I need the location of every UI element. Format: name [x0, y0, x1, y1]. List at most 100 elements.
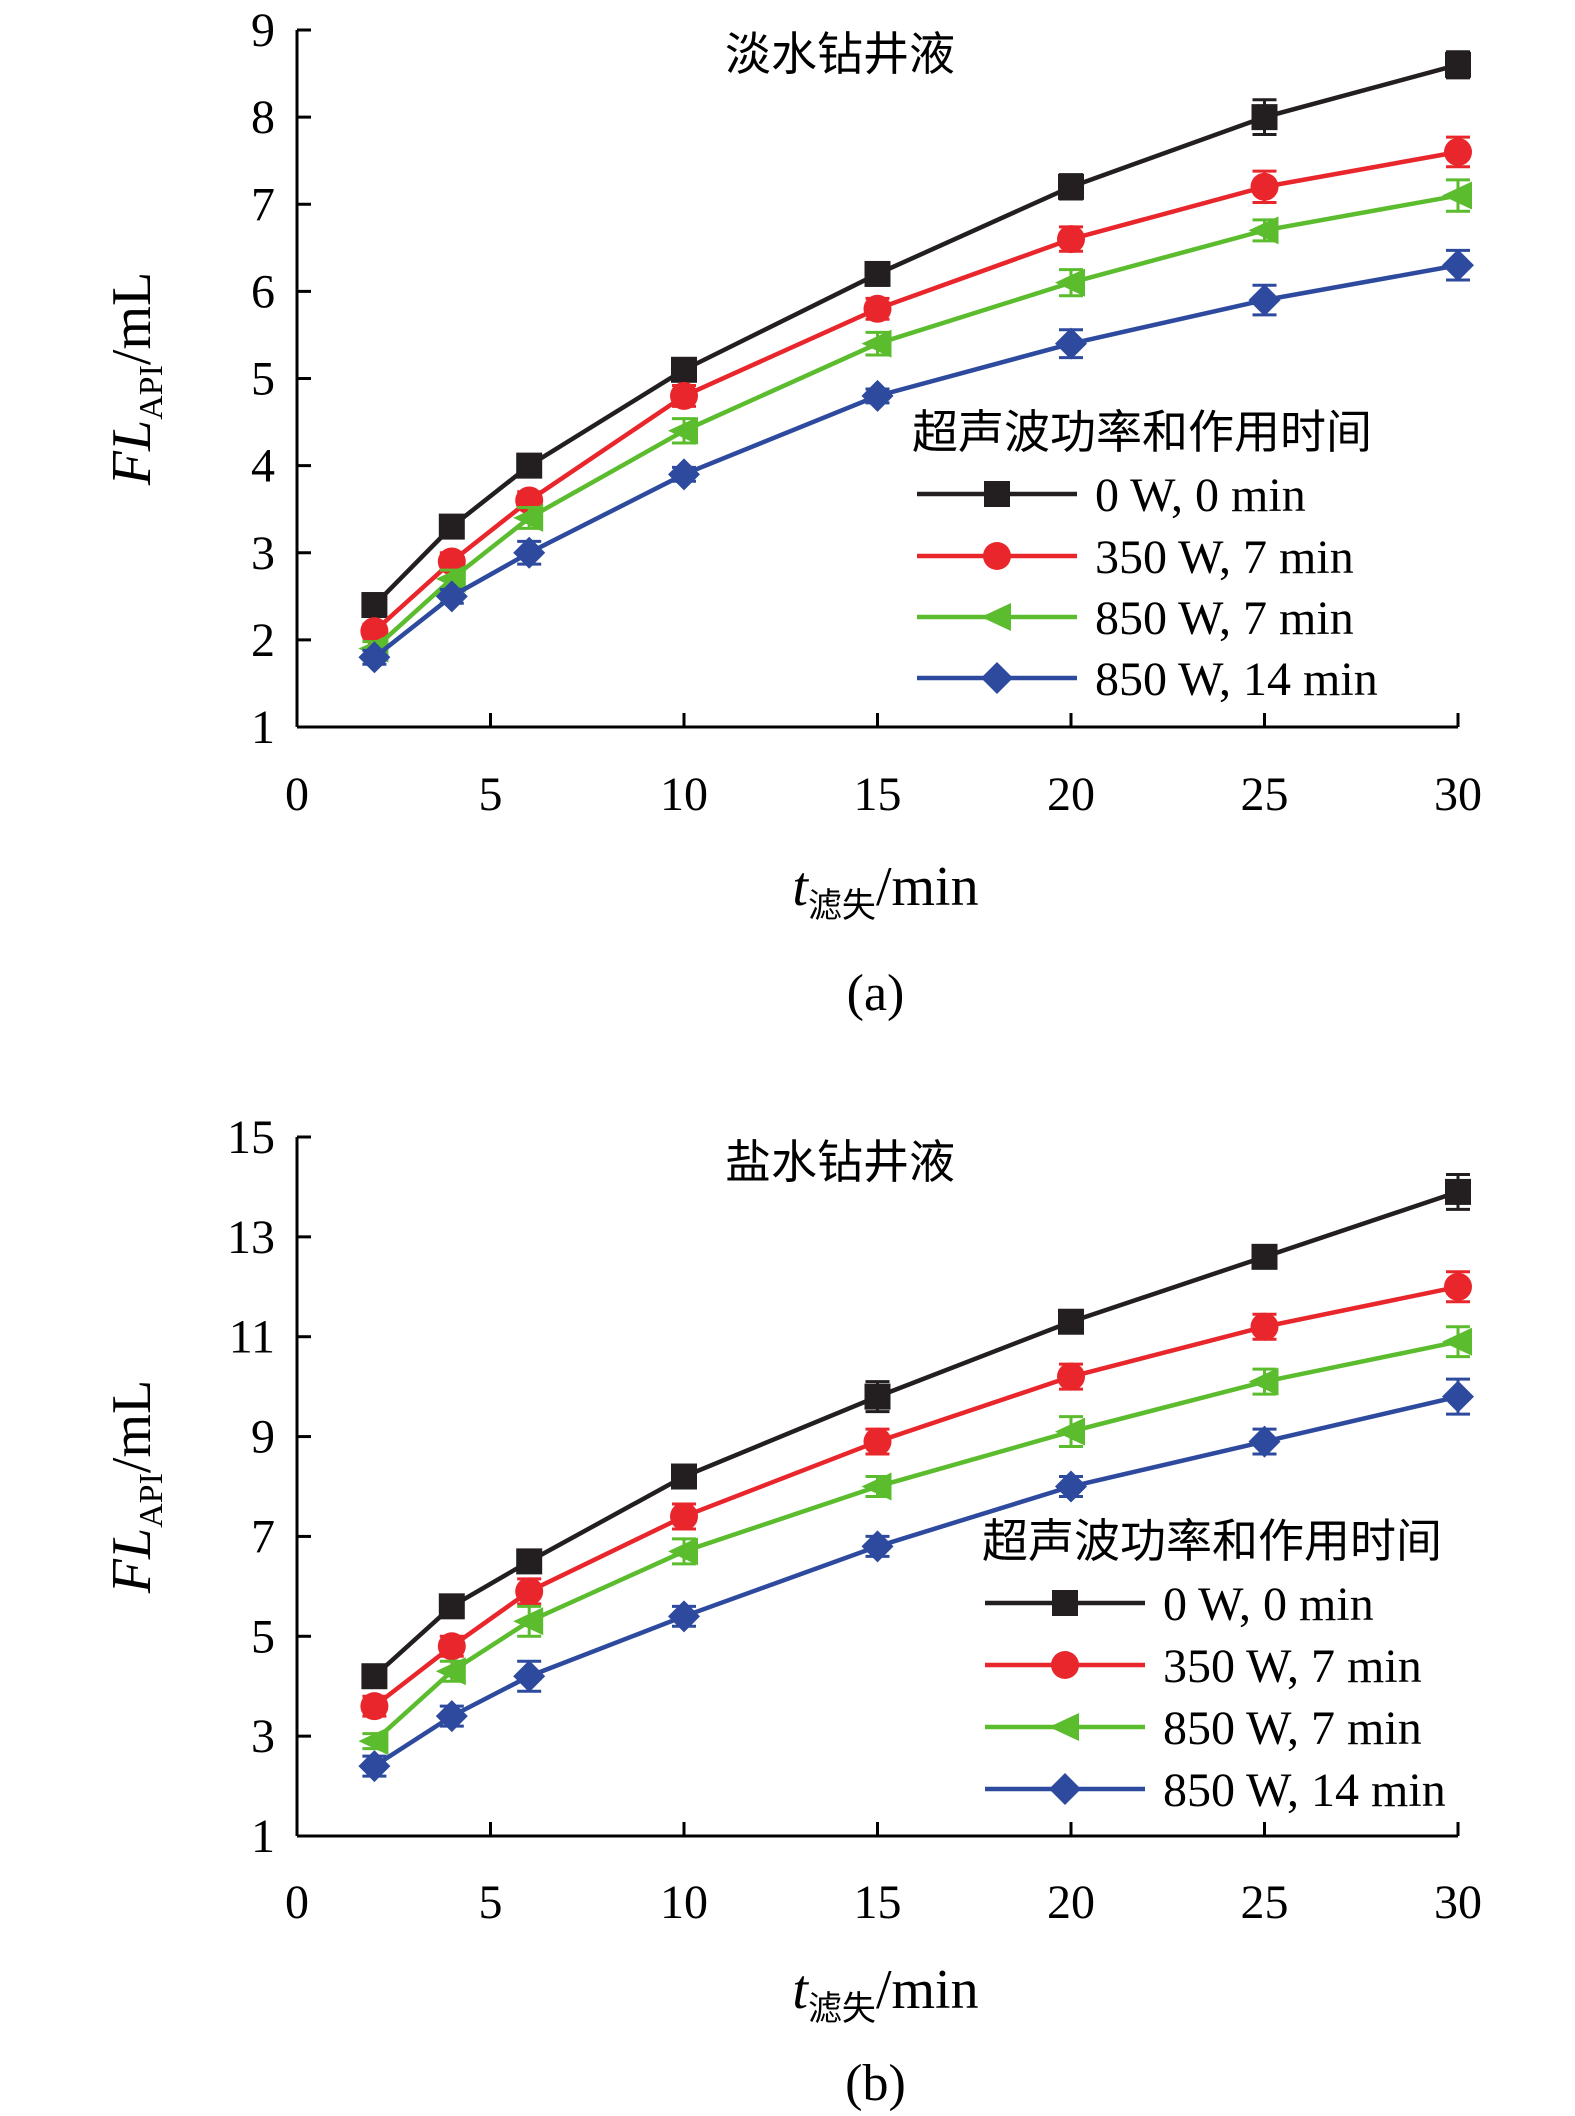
data-point — [1057, 225, 1085, 254]
y-tick-label: 4 — [251, 440, 275, 493]
series-3 — [358, 1377, 1474, 1783]
y-tick-label: 9 — [251, 1411, 275, 1464]
data-point — [358, 1727, 389, 1756]
y-tick-label: 7 — [251, 178, 275, 231]
panel-label: (b) — [845, 2055, 906, 2112]
legend-label: 350 W, 7 min — [1095, 531, 1354, 584]
series-line — [372, 149, 1459, 633]
x-tick-label: 20 — [1047, 768, 1095, 821]
y-axis-label-main: FL — [101, 1528, 163, 1594]
data-point — [1250, 172, 1279, 201]
series-1 — [360, 1270, 1472, 1721]
data-point — [668, 1537, 698, 1566]
data-point — [513, 1607, 544, 1636]
data-point — [670, 1502, 698, 1531]
chart-title: 盐水钻井液 — [725, 1137, 955, 1188]
y-axis-label: FLAPI/mL — [101, 1380, 170, 1594]
data-point — [863, 1427, 892, 1456]
series-line — [373, 1394, 1459, 1768]
data-point — [1250, 1312, 1279, 1341]
y-tick-label: 5 — [251, 353, 275, 406]
y-tick-label: 3 — [251, 527, 275, 580]
data-point — [438, 513, 465, 540]
legend-label: 850 W, 7 min — [1163, 1702, 1422, 1755]
x-axis-label-unit: /min — [876, 1959, 979, 2021]
series-3 — [358, 248, 1474, 674]
x-tick-label: 30 — [1434, 1876, 1482, 1929]
x-tick-label: 5 — [479, 1876, 503, 1929]
panel-label: (a) — [847, 965, 905, 1022]
data-point — [668, 1600, 700, 1633]
data-point — [861, 1530, 894, 1563]
series-2 — [358, 178, 1472, 663]
data-point — [1444, 137, 1472, 166]
legend-label: 0 W, 0 min — [1095, 469, 1306, 522]
data-point — [438, 1593, 465, 1620]
y-axis-label: FLAPI/mL — [101, 272, 170, 486]
y-axis-label-sub: API — [133, 365, 170, 420]
data-point — [671, 356, 697, 383]
data-point — [435, 1700, 468, 1733]
data-point — [1055, 1417, 1085, 1446]
data-point — [1442, 249, 1474, 282]
legend-title: 超声波功率和作用时间 — [982, 1516, 1442, 1567]
data-point — [361, 592, 388, 619]
data-point — [1055, 1470, 1087, 1503]
legend-label: 850 W, 14 min — [1163, 1764, 1446, 1817]
x-tick-label: 0 — [285, 768, 309, 821]
legend: 超声波功率和作用时间 0 W, 0 min 350 W, 7 min 850 W, 7… — [912, 407, 1378, 706]
x-axis-label-sub: 滤失 — [808, 1989, 876, 2029]
y-tick-label: 5 — [251, 1610, 275, 1663]
data-point — [1055, 268, 1085, 297]
y-tick-label: 3 — [251, 1710, 275, 1763]
legend-marker — [983, 542, 1011, 570]
data-point — [361, 1663, 388, 1690]
y-tick-label: 8 — [251, 91, 275, 144]
data-point — [1057, 1362, 1085, 1391]
series-2 — [358, 1325, 1472, 1756]
data-point — [863, 294, 892, 323]
data-point — [864, 260, 891, 287]
x-tick-label: 0 — [285, 1876, 309, 1929]
data-point — [668, 416, 698, 445]
legend-marker — [1051, 1651, 1079, 1679]
data-point — [668, 458, 700, 491]
y-tick-label: 1 — [251, 701, 275, 754]
data-point — [513, 503, 544, 532]
chart-title: 淡水钻井液 — [725, 29, 955, 80]
legend-title: 超声波功率和作用时间 — [912, 407, 1372, 458]
data-point — [1442, 1327, 1472, 1356]
y-axis-label-sub: API — [133, 1473, 170, 1528]
x-tick-label: 5 — [479, 768, 503, 821]
data-point — [1055, 327, 1087, 360]
data-point — [861, 1472, 892, 1501]
data-point — [1445, 1178, 1471, 1205]
y-tick-label: 7 — [251, 1510, 275, 1563]
data-point — [1248, 284, 1281, 317]
series-line — [373, 1284, 1459, 1708]
data-point — [1248, 1425, 1281, 1458]
legend: 超声波功率和作用时间 0 W, 0 min 350 W, 7 min 850 W, 7… — [982, 1516, 1446, 1817]
y-axis-label-main: FL — [101, 420, 163, 486]
data-point — [671, 1463, 697, 1490]
x-tick-label: 25 — [1241, 1876, 1289, 1929]
data-point — [1248, 1367, 1279, 1396]
data-point — [516, 452, 543, 479]
legend-marker — [1052, 1590, 1078, 1616]
data-point — [1251, 1243, 1278, 1270]
data-point — [864, 1383, 891, 1410]
data-point — [1058, 1308, 1084, 1335]
data-point — [1445, 51, 1471, 78]
legend-label: 850 W, 14 min — [1095, 653, 1378, 706]
data-point — [1248, 216, 1279, 245]
x-axis-label-main: t — [792, 856, 809, 918]
data-point — [437, 1632, 466, 1661]
legend-marker — [981, 662, 1013, 694]
y-axis-label-unit: /mL — [101, 1380, 163, 1473]
data-point — [358, 1750, 391, 1783]
series-line — [373, 263, 1459, 660]
data-point — [358, 641, 391, 674]
x-tick-label: 10 — [660, 768, 708, 821]
